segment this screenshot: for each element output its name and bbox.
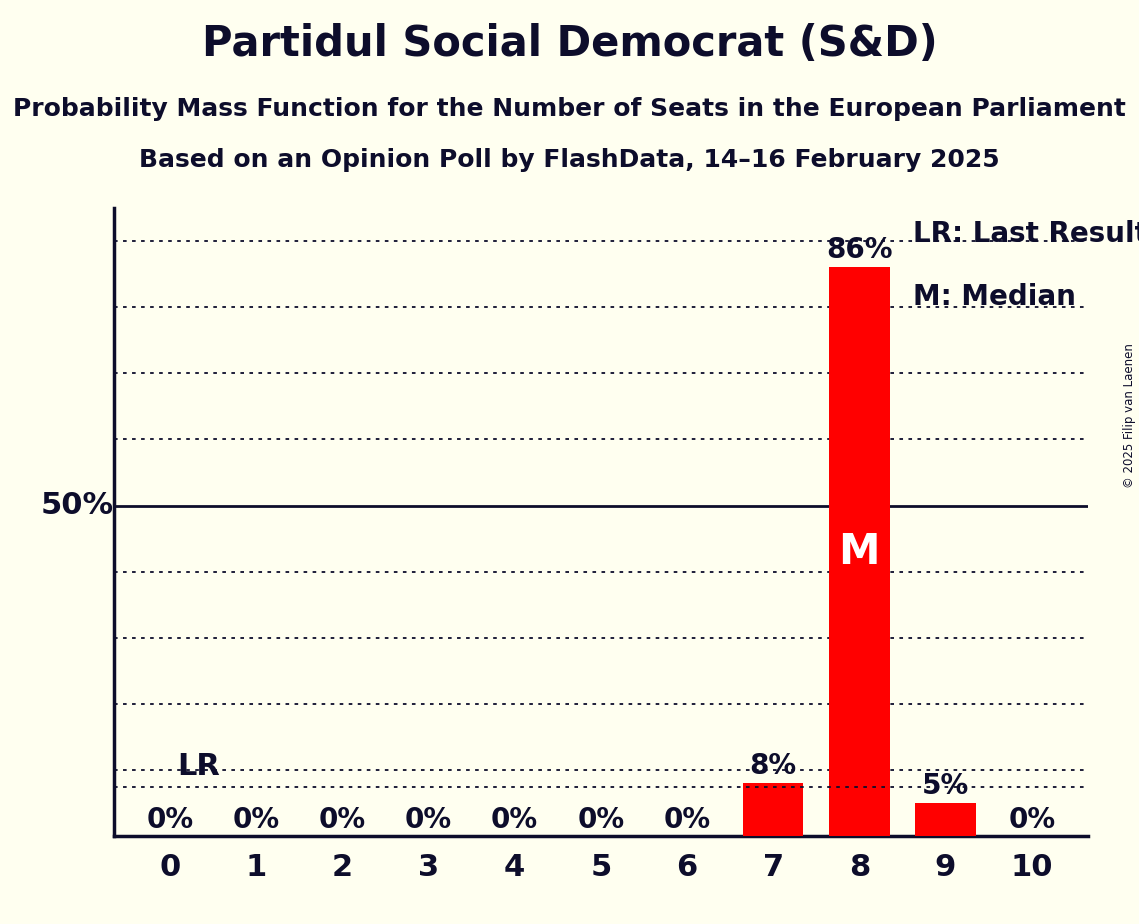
Text: 0%: 0% [232,806,280,833]
Text: 0%: 0% [491,806,539,833]
Text: Partidul Social Democrat (S&D): Partidul Social Democrat (S&D) [202,23,937,65]
Text: 0%: 0% [577,806,624,833]
Text: 0%: 0% [146,806,194,833]
Text: 0%: 0% [319,806,366,833]
Text: 0%: 0% [663,806,711,833]
Text: M: Median: M: Median [912,284,1075,311]
Text: M: M [838,530,880,573]
Text: LR: LR [177,752,220,782]
Text: 5%: 5% [921,772,969,800]
Bar [916,803,976,836]
Text: 8%: 8% [749,752,797,780]
Text: 86%: 86% [826,237,893,264]
Text: Probability Mass Function for the Number of Seats in the European Parliament: Probability Mass Function for the Number… [13,97,1126,121]
Text: 0%: 0% [404,806,452,833]
Text: Based on an Opinion Poll by FlashData, 14–16 February 2025: Based on an Opinion Poll by FlashData, 1… [139,148,1000,172]
Text: 50%: 50% [41,491,114,520]
Text: 0%: 0% [1008,806,1056,833]
Bar [829,267,890,836]
Text: © 2025 Filip van Laenen: © 2025 Filip van Laenen [1123,344,1137,488]
Text: LR: Last Result: LR: Last Result [912,221,1139,249]
Bar [743,784,803,836]
